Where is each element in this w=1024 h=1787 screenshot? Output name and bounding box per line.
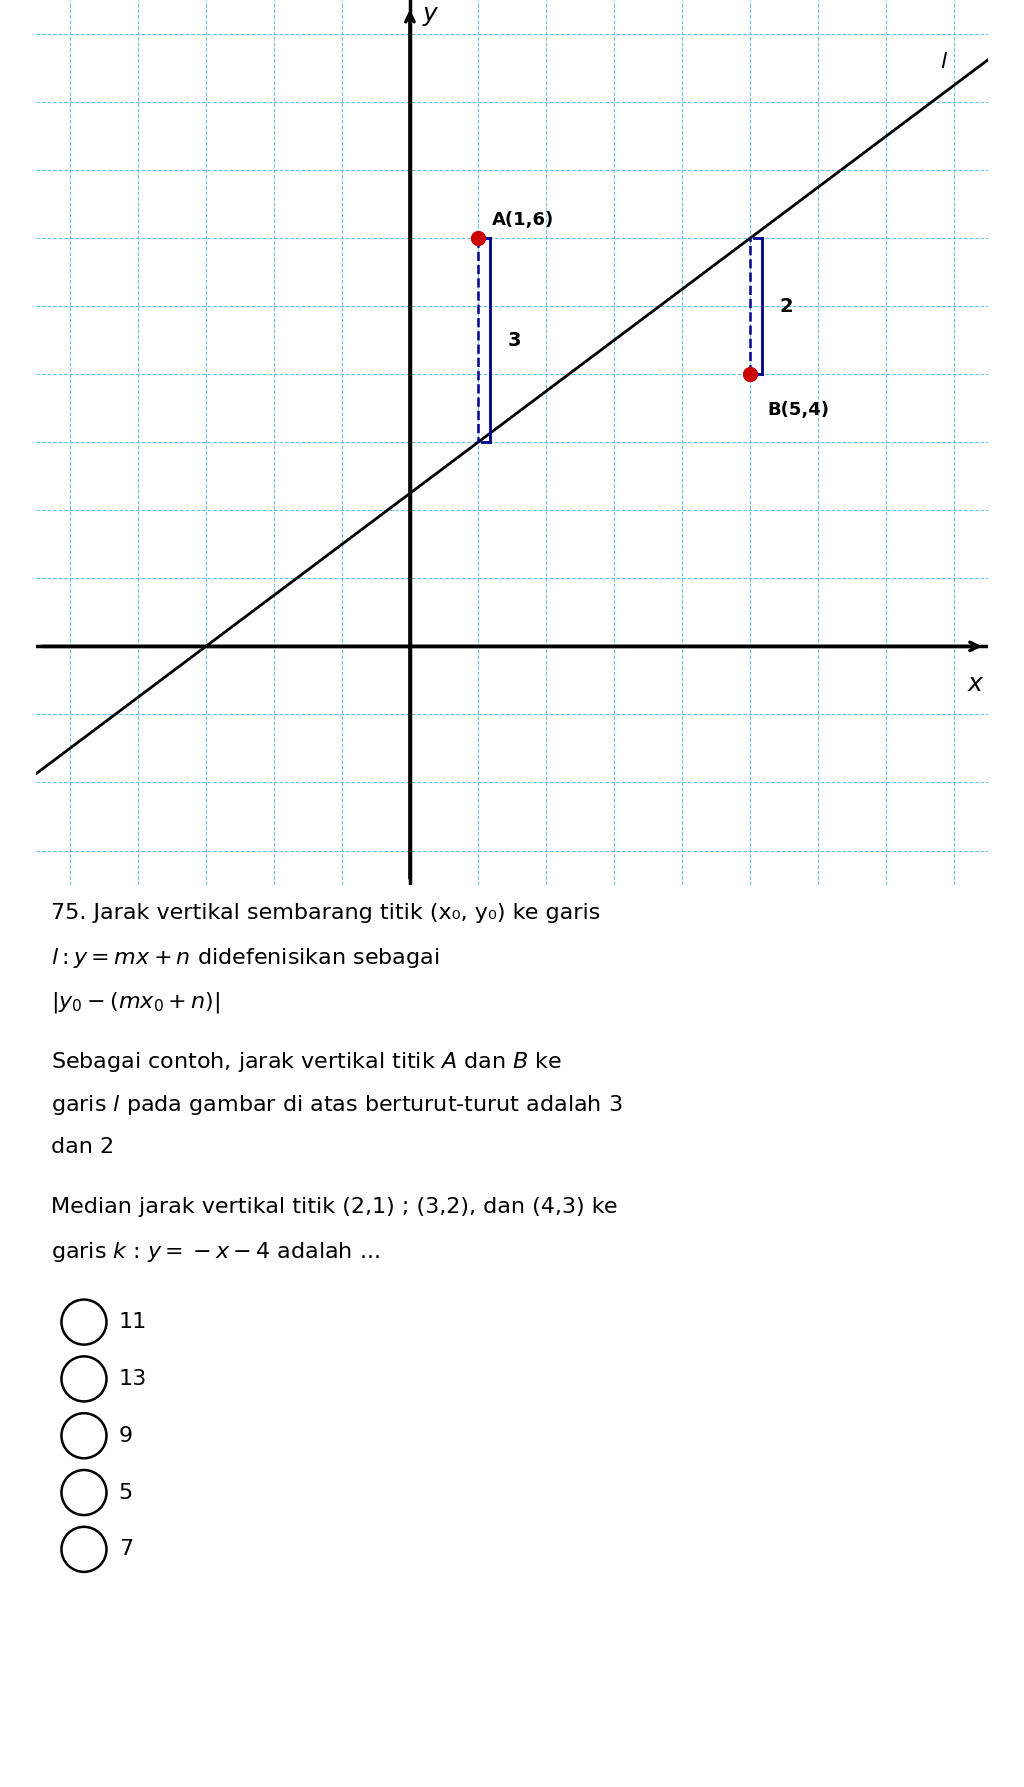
Text: Median jarak vertikal titik (2,1) ; (3,2), dan (4,3) ke: Median jarak vertikal titik (2,1) ; (3,2…	[51, 1197, 617, 1217]
Text: x: x	[968, 672, 982, 695]
Text: 9: 9	[119, 1426, 133, 1446]
Text: garis $\mathit{k}$ : $y = -x - 4$ adalah ...: garis $\mathit{k}$ : $y = -x - 4$ adalah…	[51, 1240, 380, 1263]
Text: y: y	[423, 2, 437, 25]
Text: 75. Jarak vertikal sembarang titik (x₀, y₀) ke garis: 75. Jarak vertikal sembarang titik (x₀, …	[51, 902, 600, 922]
Text: $|y_0 - (mx_0 + n)|$: $|y_0 - (mx_0 + n)|$	[51, 990, 220, 1015]
Text: 13: 13	[119, 1369, 147, 1388]
Text: 3: 3	[507, 331, 521, 350]
Text: 5: 5	[119, 1483, 133, 1503]
Text: l: l	[941, 52, 947, 71]
Text: Sebagai contoh, jarak vertikal titik $\mathit{A}$ dan $\mathit{B}$ ke: Sebagai contoh, jarak vertikal titik $\m…	[51, 1049, 562, 1074]
Text: 2: 2	[779, 297, 793, 316]
Text: B(5,4): B(5,4)	[767, 400, 829, 420]
Text: 11: 11	[119, 1312, 147, 1331]
Text: garis $\mathit{l}$ pada gambar di atas berturut-turut adalah 3: garis $\mathit{l}$ pada gambar di atas b…	[51, 1094, 623, 1117]
Text: 7: 7	[119, 1539, 133, 1560]
Text: dan 2: dan 2	[51, 1137, 115, 1156]
Text: $l : y = mx + n$ didefenisikan sebagai: $l : y = mx + n$ didefenisikan sebagai	[51, 945, 439, 970]
Text: A(1,6): A(1,6)	[492, 211, 554, 229]
